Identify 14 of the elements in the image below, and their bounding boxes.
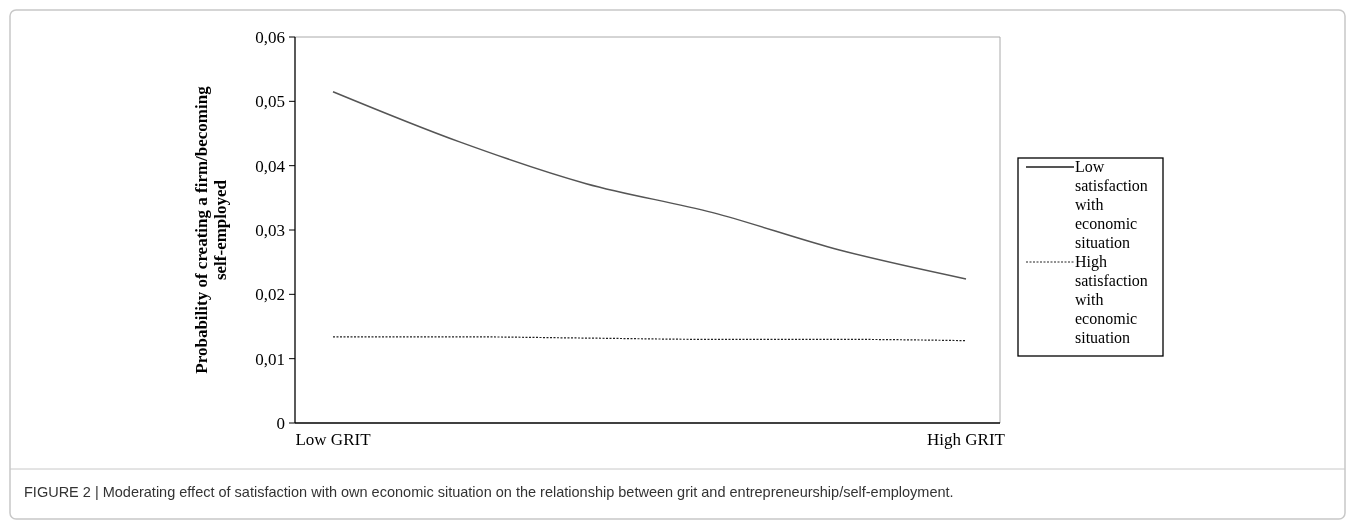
y-tick-label: 0,06 [255, 27, 285, 47]
y-tick-label: 0 [276, 413, 285, 433]
y-tick-label: 0,01 [255, 349, 285, 369]
y-tick-label: 0,02 [255, 285, 285, 305]
y-tick-label: 0,03 [255, 220, 285, 240]
line-series [332, 90, 967, 280]
legend-label: Low satisfaction with economic situation [1075, 158, 1148, 251]
x-tick-label: High GRIT [927, 430, 1006, 449]
y-axis-title: Probability of creating a firm/becoming self-employed [192, 85, 230, 374]
legend-label: High satisfaction with economic situation [1075, 253, 1148, 346]
caption: FIGURE 2 | Moderating effect of satisfaction with own economic situation on the relationship between grit and entrepreneurship/self-employment. [24, 484, 954, 500]
x-tick-label: Low GRIT [295, 430, 372, 449]
y-tick-label: 0,04 [255, 156, 286, 176]
y-tick-label: 0,05 [255, 92, 285, 112]
